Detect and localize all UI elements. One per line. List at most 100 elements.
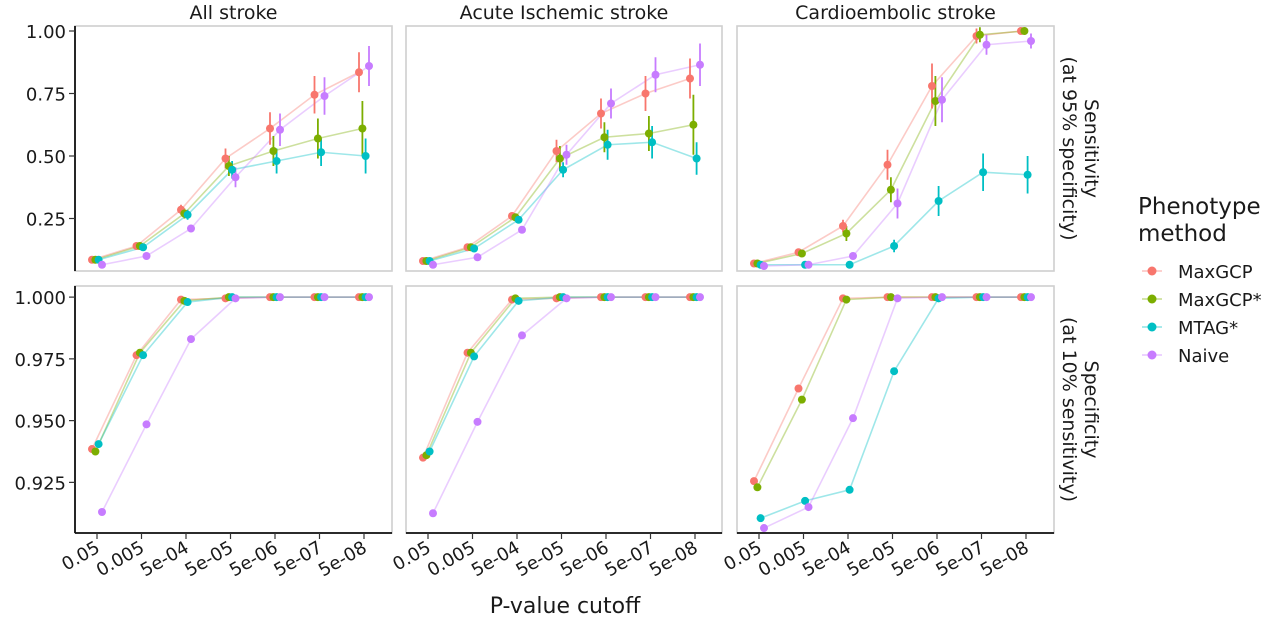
panel-0-1 [419,43,704,269]
data-point-naive [98,508,106,517]
data-point-mtag-star [1023,170,1032,179]
data-point-maxgcp-star [358,124,367,133]
data-point-maxgcp-star [313,134,322,143]
y-tick-label: 0.975 [14,350,66,371]
data-point-naive [804,503,813,512]
panel-background [736,285,1055,534]
data-point-mtag-star [228,165,237,174]
data-point-maxgcp [686,74,694,83]
data-point-mtag-star [559,165,568,174]
x-tick-label: 0.005 [93,537,148,581]
y-tick-label: 1.000 [14,288,66,309]
data-point-naive [473,417,482,426]
data-point-maxgcp [355,68,363,77]
data-point-mtag-star [845,260,854,269]
data-point-maxgcp [839,222,847,230]
data-point-maxgcp [750,477,758,486]
data-point-mtag-star [845,485,854,494]
data-point-maxgcp-star [975,30,984,39]
x-tick-label: 5e-04 [137,537,192,581]
data-point-naive [562,150,571,159]
data-point-mtag-star [890,367,899,376]
data-point-maxgcp [310,90,319,99]
data-point-mtag-star [514,215,523,224]
y-tick-label: 1.00 [26,22,66,43]
legend-items: MaxGCP MaxGCP* MTAG* Naive [1142,262,1262,367]
panels-layer: All stroke Acute Ischemic stroke Cardioemb… [14,2,1102,581]
data-point-maxgcp-star [931,97,940,105]
data-point-naive [518,331,526,340]
panel-background [74,285,393,534]
data-point-maxgcp-star [842,229,851,238]
panel-background [405,25,723,272]
data-point-naive [804,260,813,269]
legend-label: Naive [1178,346,1229,367]
data-point-naive [696,293,704,302]
data-point-mtag-star [139,243,148,252]
x-tick-label: 5e-06 [226,537,281,581]
data-point-naive [365,62,373,70]
data-point-maxgcp-star [600,133,609,142]
data-point-naive [1027,293,1035,302]
data-point-maxgcp [266,124,274,133]
legend-key-point [1147,350,1157,360]
data-point-naive [982,40,991,49]
data-point-mtag-star [603,140,612,149]
data-point-maxgcp-star [753,483,762,492]
data-point-maxgcp [641,89,650,98]
x-tick-label: 5e-07 [602,537,657,581]
legend-title-line1: Phenotype [1138,194,1261,220]
data-point-naive [276,293,284,302]
data-point-naive [893,294,902,303]
facet-row-label: Specificity(at 10% sensitivity) [1058,317,1102,502]
data-point-maxgcp-star [797,249,806,258]
x-tick-label: 5e-05 [513,537,568,581]
data-point-mtag-star [272,157,281,165]
data-point-maxgcp [883,160,892,169]
data-point-mtag-star [756,514,765,523]
data-point-naive [473,253,482,262]
facet-row-label-line1: Sensitivity [1080,99,1102,198]
data-point-mtag-star [183,210,192,219]
legend-label: MTAG* [1178,318,1238,339]
legend: Phenotype method MaxGCP MaxGCP* MTAG* Naive [1138,194,1262,367]
y-tick-label: 0.75 [26,85,66,106]
y-tick-label: 0.50 [26,147,66,168]
data-point-naive [429,509,437,518]
x-tick-label: 5e-04 [468,537,523,581]
data-point-naive [893,199,902,208]
data-point-mtag-star [979,168,988,177]
x-tick-label: 5e-07 [271,537,326,581]
y-tick-label: 0.950 [14,412,66,433]
panel-1-1 [419,293,704,518]
x-tick-label: 5e-04 [799,537,854,581]
facet-row-label-line2: (at 10% sensitivity) [1058,317,1080,502]
panel-0-0 [88,46,373,269]
panel-0-2 [750,27,1035,270]
data-point-mtag-star [361,152,370,160]
data-point-maxgcp [552,147,561,155]
data-point-naive [760,262,768,270]
facet-column-label: All stroke [190,2,278,24]
data-point-maxgcp-star [886,185,895,194]
y-tick-label: 0.25 [26,210,66,231]
data-point-naive [320,293,329,302]
x-tick-label: 5e-06 [888,537,943,581]
data-point-naive [276,125,284,134]
data-point-mtag-star [934,197,943,205]
data-point-maxgcp-star [886,293,895,302]
data-point-maxgcp-star [555,154,564,163]
data-point-naive [651,293,660,302]
facet-row-label: Sensitivity(at 95% specificity) [1058,57,1102,241]
legend-key-point [1147,266,1157,276]
data-point-naive [231,173,240,182]
x-tick-label: 5e-07 [933,537,988,581]
data-point-mtag-star [183,298,192,307]
x-tick-label: 0.005 [755,537,810,581]
data-point-naive [518,225,526,234]
data-point-mtag-star [139,351,148,360]
legend-key-point [1147,294,1157,304]
x-tick-label: 5e-08 [977,537,1032,581]
panel-1-2 [750,293,1035,533]
